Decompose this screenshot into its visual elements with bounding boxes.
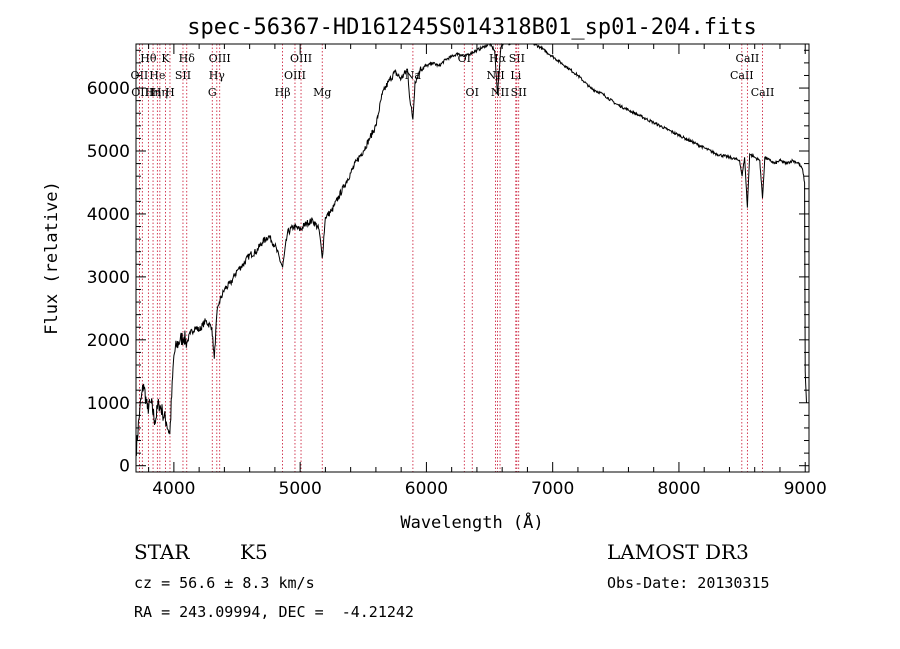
line-marker-label: OIII bbox=[131, 86, 153, 99]
line-marker-label: NII bbox=[491, 86, 509, 99]
x-tick-label: 6000 bbox=[405, 479, 448, 499]
x-tick-label: 9000 bbox=[784, 479, 827, 499]
y-tick-label: 6000 bbox=[87, 79, 130, 99]
y-tick-label: 3000 bbox=[87, 268, 130, 288]
line-marker-label: SII bbox=[175, 69, 191, 82]
plot-frame bbox=[135, 43, 810, 473]
line-marker-label: Hδ bbox=[179, 52, 196, 65]
line-marker-label: Hγ bbox=[209, 69, 226, 82]
obs-date-text: Obs-Date: 20130315 bbox=[607, 574, 770, 592]
line-marker-label: G bbox=[208, 86, 217, 99]
spectrum-line bbox=[135, 43, 807, 456]
line-marker-label: SII bbox=[509, 52, 525, 65]
x-axis-label: Wavelength (Å) bbox=[400, 511, 543, 533]
y-tick-label: 5000 bbox=[87, 142, 130, 162]
line-marker-label: K bbox=[161, 52, 170, 65]
line-marker-label: OIII bbox=[290, 52, 312, 65]
line-markers: OIIOIIIHθHηHeHηKHSIIHδGHγOIIIHβOIIIOIIIM… bbox=[131, 44, 775, 472]
x-tick-label: 5000 bbox=[279, 479, 322, 499]
line-marker-label: Hθ bbox=[140, 52, 157, 65]
line-marker-label: CaII bbox=[736, 52, 760, 65]
coordinates-text: RA = 243.09994, DEC = -4.21242 bbox=[134, 603, 414, 621]
line-marker-label: H bbox=[165, 86, 175, 99]
x-tick-label: 8000 bbox=[657, 479, 700, 499]
line-marker-label: Mg bbox=[313, 86, 331, 99]
y-axis-label: Flux (relative) bbox=[42, 181, 62, 335]
y-tick-label: 1000 bbox=[87, 394, 130, 414]
line-marker-label: Hβ bbox=[275, 86, 291, 99]
y-tick-label: 0 bbox=[119, 457, 130, 477]
y-tick-label: 2000 bbox=[87, 331, 130, 351]
chart-title: spec-56367-HD161245S014318B01_sp01-204.f… bbox=[187, 15, 757, 40]
line-marker-label: Hη bbox=[145, 86, 161, 99]
line-marker-label: Hα bbox=[489, 52, 507, 65]
line-marker-label: Na bbox=[405, 69, 422, 82]
x-tick-label: 4000 bbox=[152, 479, 195, 499]
line-marker-label: OI bbox=[466, 86, 479, 99]
plot-area bbox=[135, 43, 807, 456]
line-marker-label: He bbox=[149, 69, 165, 82]
line-marker-label: OIII bbox=[209, 52, 231, 65]
object-subclass: K5 bbox=[240, 540, 268, 564]
survey-label: LAMOST DR3 bbox=[607, 540, 749, 564]
object-class: STAR bbox=[134, 540, 190, 564]
x-tick-label: 7000 bbox=[531, 479, 574, 499]
line-marker-label: Hη bbox=[152, 86, 168, 99]
y-axis: 0 1000 2000 3000 4000 5000 6000 bbox=[87, 49, 809, 477]
x-axis: 4000 5000 6000 7000 8000 9000 bbox=[148, 44, 827, 499]
line-marker-label: Li bbox=[510, 69, 521, 82]
redshift-text: cz = 56.6 ± 8.3 km/s bbox=[134, 574, 315, 592]
line-marker-label: OIII bbox=[284, 69, 306, 82]
line-marker-label: CaII bbox=[751, 86, 775, 99]
line-marker-label: SII bbox=[511, 86, 527, 99]
line-marker-label: CaII bbox=[730, 69, 754, 82]
y-tick-label: 4000 bbox=[87, 205, 130, 225]
